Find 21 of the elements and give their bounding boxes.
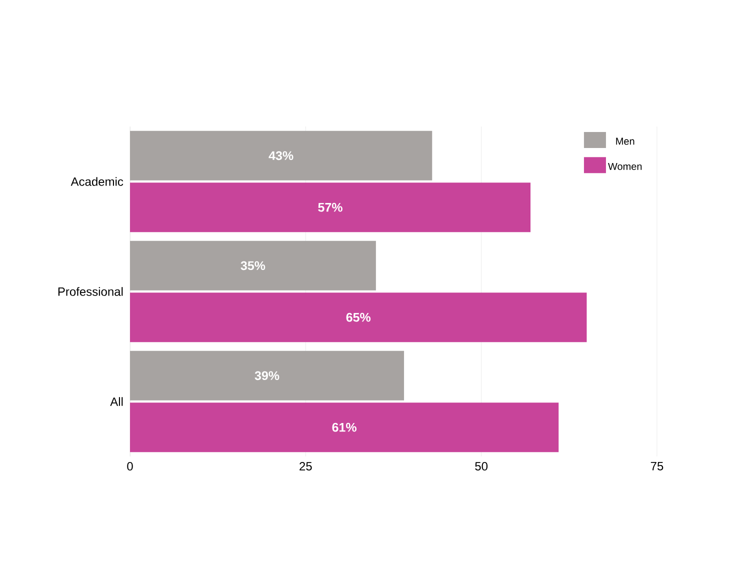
y-tick-label: All (110, 397, 123, 406)
y-tick-label: Professional (58, 287, 123, 296)
data-label: 35% (240, 261, 266, 270)
legend-label: Men (616, 138, 634, 145)
x-tick-label: 75 (650, 462, 664, 470)
legend-label: Women (608, 162, 642, 170)
data-label: 43% (268, 151, 294, 160)
bar (130, 350, 404, 400)
data-label: 61% (332, 422, 356, 432)
bar (130, 130, 432, 180)
bar (130, 240, 376, 290)
data-label: 57% (318, 202, 342, 212)
data-label: 65% (346, 312, 371, 322)
bar (130, 292, 587, 342)
bar (130, 402, 559, 452)
bar (130, 182, 531, 232)
y-tick-label: Academic (70, 177, 124, 186)
x-tick-label: 0 (127, 462, 133, 471)
x-tick-label: 25 (300, 462, 312, 471)
data-label: 39% (254, 371, 280, 380)
x-tick-label: 50 (475, 462, 488, 471)
